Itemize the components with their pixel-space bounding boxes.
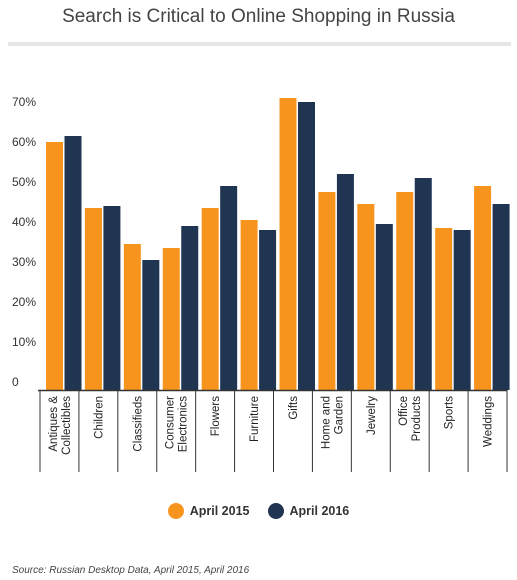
category-label-line: Home and — [320, 396, 332, 449]
category-label-line: Products — [411, 396, 423, 442]
bar-2016 — [103, 206, 121, 390]
category-label: Home and Garden — [320, 396, 345, 449]
legend: April 2015 April 2016 — [0, 503, 517, 519]
bar-2015 — [396, 192, 414, 390]
bar-2015 — [162, 248, 180, 390]
category-label: Weddings — [483, 396, 495, 447]
category-label: Gifts — [288, 396, 300, 420]
category-label-line: Sports — [444, 396, 456, 429]
category-label-line: Jewelry — [366, 396, 378, 435]
category-label-line: Garden — [333, 396, 345, 434]
y-tick-label: 70% — [12, 95, 36, 109]
legend-swatch-2016 — [267, 503, 284, 519]
category-label-line: Classifieds — [132, 396, 144, 452]
category-label: Consumer Electronics — [165, 396, 190, 452]
category-label-line: Antiques & — [48, 396, 60, 452]
bar-2015 — [123, 244, 141, 390]
bar-2015 — [318, 192, 336, 390]
y-tick-label: 20% — [12, 295, 36, 309]
legend-item-2015: April 2015 — [167, 503, 250, 519]
bar-2015 — [357, 204, 375, 390]
bar-2016 — [298, 102, 315, 390]
category-label: Antiques & Collectibles — [48, 396, 73, 455]
category-label-line: Flowers — [210, 396, 222, 437]
category-label-line: Office — [398, 396, 410, 426]
bar-2016 — [414, 178, 432, 390]
bar-2016 — [492, 204, 510, 390]
category-label-line: Electronics — [178, 396, 190, 452]
category-label: Sports — [444, 396, 456, 429]
source-note: Source: Russian Desktop Data, April 2015… — [12, 565, 250, 576]
y-tick-label: 60% — [12, 135, 36, 149]
legend-swatch-2015 — [167, 503, 184, 519]
category-label-line: Gifts — [288, 396, 300, 420]
category-label-line: Collectibles — [61, 396, 73, 455]
chart-title: Search is Critical to Online Shopping in… — [62, 6, 455, 27]
legend-label-2016: April 2016 — [289, 504, 350, 518]
bar-2015 — [201, 208, 219, 390]
bar-2016 — [64, 136, 82, 390]
y-tick-label: 50% — [12, 175, 36, 189]
bar-2015 — [84, 208, 102, 390]
y-tick-label: 40% — [12, 215, 36, 229]
bar-2016 — [375, 224, 393, 390]
category-label-line: Weddings — [483, 396, 495, 447]
y-tick-label: 10% — [12, 335, 36, 349]
category-label: Classifieds — [132, 396, 144, 452]
bar-2016 — [142, 260, 160, 390]
bar-2015 — [474, 186, 492, 390]
category-label: Children — [93, 396, 105, 439]
bar-2016 — [453, 230, 471, 390]
category-label-line: Furniture — [249, 396, 261, 442]
category-label: Jewelry — [366, 396, 378, 435]
bar-chart: 0 10% 20% 30% 40% 50% 60% 70% Antiques & Collecti… — [12, 95, 510, 472]
legend-item-2016: April 2016 — [267, 503, 350, 519]
category-label: Office Products — [398, 396, 423, 442]
y-tick-label: 0 — [12, 375, 19, 389]
category-label-line: Consumer — [165, 396, 177, 449]
bar-2016 — [336, 174, 354, 390]
legend-label-2015: April 2015 — [189, 504, 250, 518]
bar-2016 — [220, 186, 238, 390]
y-tick-label: 30% — [12, 255, 36, 269]
bar-2015 — [435, 228, 453, 390]
category-label: Furniture — [249, 396, 261, 442]
bar-2015 — [240, 220, 258, 390]
bar-2015 — [279, 98, 297, 390]
category-label: Flowers — [210, 396, 222, 437]
bar-2015 — [46, 142, 63, 390]
category-label-line: Children — [93, 396, 105, 439]
bar-2016 — [181, 226, 199, 390]
bar-2016 — [259, 230, 277, 390]
title-divider — [8, 42, 511, 46]
